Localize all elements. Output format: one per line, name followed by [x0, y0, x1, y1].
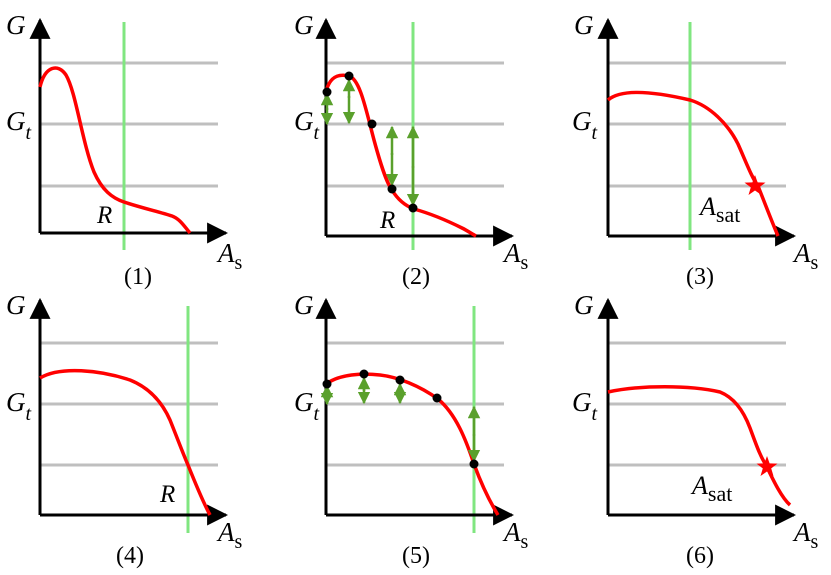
gap-arrows [320, 78, 420, 207]
y-axis-label: G [574, 290, 594, 320]
y-axis-label: G [6, 10, 26, 40]
gt-label: Gt [294, 106, 320, 144]
panel-caption: (2) [402, 264, 430, 290]
panel-caption: (1) [124, 264, 152, 290]
saturation-star-icon [744, 175, 766, 195]
sample-point [344, 71, 354, 81]
panel-caption: (4) [116, 543, 144, 569]
r-label: R [379, 207, 395, 234]
sample-point [367, 119, 377, 129]
r-label: R [159, 481, 175, 508]
y-axis-label: G [294, 290, 314, 320]
sample-point [408, 203, 418, 213]
panel-2: G Gt R As (2) [294, 10, 529, 290]
x-axis-label: As [502, 238, 529, 274]
x-axis-label: As [216, 517, 243, 553]
saturation-star-icon [756, 456, 778, 476]
panel-3: G Gt Asat As (3) [572, 10, 819, 290]
y-axis-label: G [294, 10, 314, 40]
x-axis-label: As [792, 517, 819, 553]
sample-point [322, 379, 332, 389]
sample-point [387, 184, 397, 194]
g-curve [607, 385, 792, 507]
gt-label: Gt [572, 387, 598, 425]
panel-1: G Gt R As (1) [6, 10, 243, 290]
x-axis-label: As [792, 238, 819, 274]
gt-label: Gt [6, 387, 32, 425]
gt-label: Gt [294, 387, 320, 425]
asat-label: Asat [698, 192, 740, 227]
sample-point [359, 369, 369, 379]
g-curve [38, 66, 192, 235]
gap-arrows [320, 376, 481, 463]
panel-caption: (3) [686, 264, 714, 290]
sample-point [322, 87, 332, 97]
g-curve [606, 90, 780, 237]
x-axis-label: As [502, 517, 529, 553]
g-curve [324, 372, 500, 516]
y-axis-label: G [574, 10, 594, 40]
g-curve [39, 368, 212, 516]
panel-caption: (6) [686, 543, 714, 569]
r-label: R [96, 202, 112, 229]
sample-point [469, 459, 479, 469]
panel-5: G Gt As (5) [294, 290, 529, 569]
gt-label: Gt [6, 106, 32, 144]
panel-4: G Gt R As (4) [6, 290, 243, 569]
asat-label: Asat [690, 471, 732, 506]
gt-label: Gt [572, 106, 598, 144]
panel-caption: (5) [402, 543, 430, 569]
x-axis-label: As [216, 238, 243, 274]
sample-point [395, 375, 405, 385]
panel-6: G Gt Asat As (6) [572, 290, 819, 569]
sample-point [432, 393, 442, 403]
y-axis-label: G [6, 290, 26, 320]
